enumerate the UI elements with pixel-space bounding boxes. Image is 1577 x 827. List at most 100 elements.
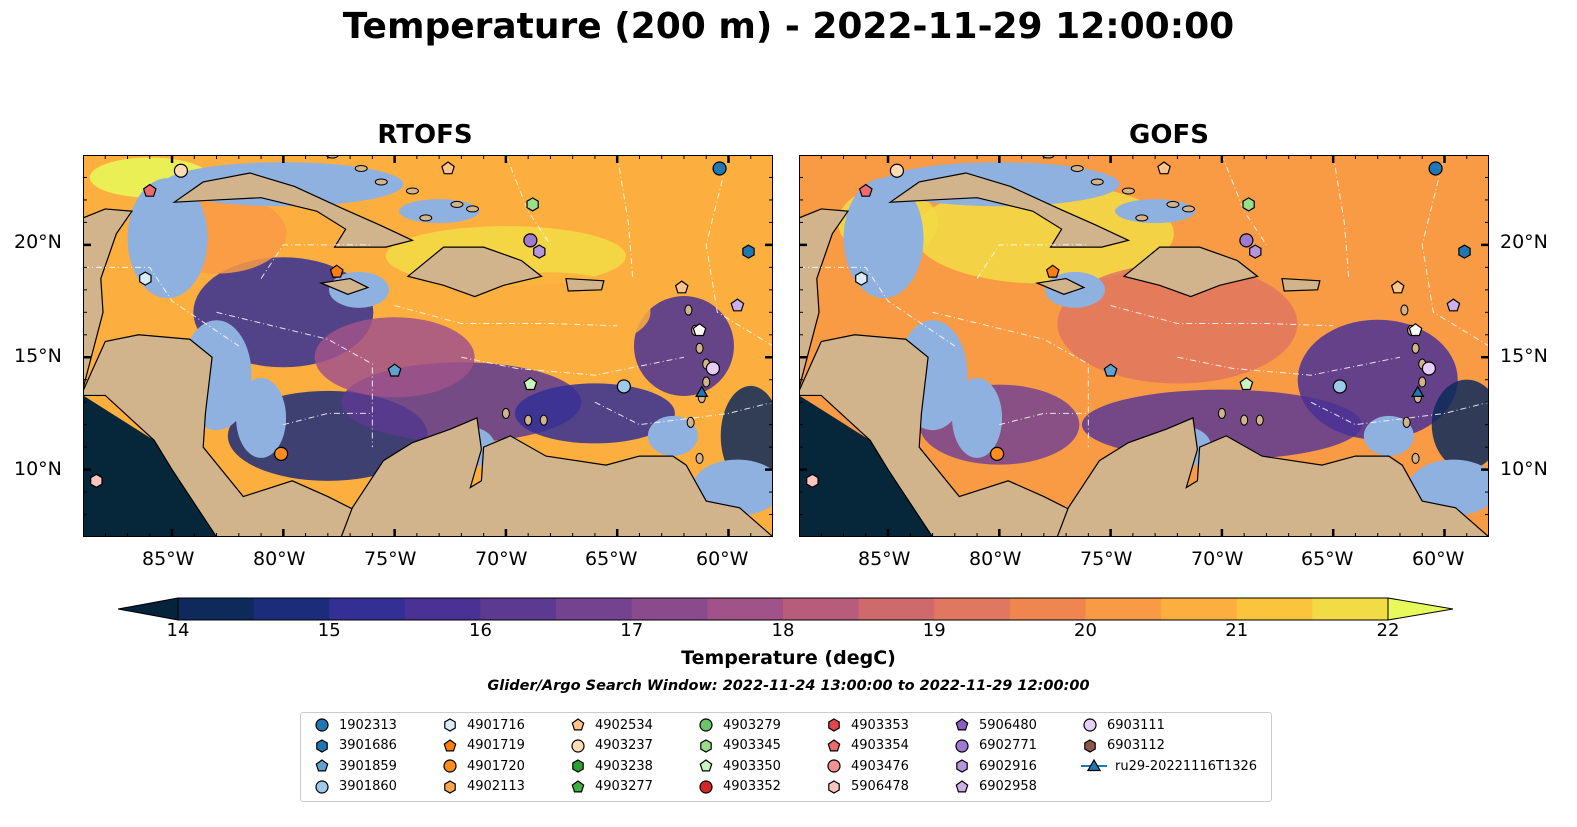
lon-label-85-left: 85°W bbox=[142, 548, 195, 570]
lon-label-65-right: 65°W bbox=[1301, 548, 1354, 570]
float-marker-10 bbox=[1390, 280, 1405, 294]
panel-title-gofs: GOFS bbox=[1129, 120, 1209, 150]
legend-marker-icon bbox=[828, 718, 840, 732]
float-marker-18 bbox=[989, 446, 1005, 461]
eez-boundary-2 bbox=[1110, 305, 1334, 327]
legend-marker-icon bbox=[315, 779, 329, 794]
search-window-text: Glider/Argo Search Window: 2022-11-24 13… bbox=[487, 678, 1090, 694]
legend-item: 6902771 bbox=[953, 736, 1037, 756]
legend-marker-icon bbox=[700, 738, 712, 753]
legend-label: 5906480 bbox=[979, 717, 1037, 733]
legend-marker-icon bbox=[315, 718, 329, 732]
legend-label: ru29-20221116T1326 bbox=[1115, 758, 1258, 774]
colorbar-bin-13 bbox=[1161, 598, 1238, 620]
puerto-rico-land bbox=[565, 277, 605, 292]
colorbar-bin-8 bbox=[783, 598, 860, 620]
temperature-colorbar bbox=[118, 597, 1453, 621]
legend-label: 3901860 bbox=[339, 779, 397, 794]
colorbar-bin-2 bbox=[329, 598, 406, 620]
float-marker-17 bbox=[695, 385, 709, 397]
legend-marker-icon bbox=[571, 738, 585, 753]
colorbar-tick-label: 18 bbox=[771, 620, 795, 641]
legend-marker-icon bbox=[828, 779, 840, 794]
lat-label-15-right: 15°N bbox=[1500, 345, 1548, 367]
float-marker-15 bbox=[1239, 376, 1254, 391]
legend-item: 4903476 bbox=[825, 756, 909, 776]
lon-label-75-left: 75°W bbox=[364, 548, 417, 570]
jamaica-land bbox=[318, 277, 370, 295]
legend-marker-icon bbox=[699, 718, 713, 732]
float-marker-9 bbox=[1045, 264, 1060, 278]
legend-label: 4903277 bbox=[595, 779, 653, 794]
float-marker-15 bbox=[523, 376, 538, 391]
legend-item: ru29-20221116T1326 bbox=[1081, 756, 1257, 776]
legend-marker-icon bbox=[316, 738, 328, 753]
lon-label-75-right: 75°W bbox=[1080, 548, 1133, 570]
colorbar-tick-label: 22 bbox=[1376, 620, 1400, 641]
float-marker-3 bbox=[142, 183, 157, 197]
legend-marker-icon bbox=[699, 759, 713, 772]
float-marker-11 bbox=[730, 298, 745, 312]
colorbar-tick-label: 16 bbox=[469, 620, 492, 641]
legend-item: 4903345 bbox=[697, 736, 781, 756]
legend-item: 4901716 bbox=[441, 715, 525, 735]
float-marker-16 bbox=[616, 379, 631, 394]
eez-boundary-5 bbox=[260, 244, 373, 279]
eez-boundary-8 bbox=[594, 401, 773, 426]
legend-item: 5906480 bbox=[953, 715, 1037, 735]
legend-item: 4903279 bbox=[697, 715, 781, 735]
colorbar-bin-7 bbox=[707, 598, 784, 620]
legend-item: 4903237 bbox=[569, 736, 653, 756]
legend-marker-icon bbox=[699, 779, 713, 794]
legend-label: 4903352 bbox=[723, 779, 781, 794]
colorbar-bin-9 bbox=[858, 598, 935, 620]
colorbar-bin-4 bbox=[480, 598, 557, 620]
eez-boundary-9 bbox=[999, 412, 1089, 426]
float-marker-1 bbox=[441, 161, 455, 175]
legend-label: 4902113 bbox=[467, 779, 525, 794]
float-marker-2 bbox=[712, 161, 727, 176]
legend-item: 4903354 bbox=[825, 736, 909, 756]
colorbar-extend-min bbox=[118, 597, 179, 621]
legend-marker-icon bbox=[1084, 738, 1096, 753]
float-marker-10 bbox=[674, 280, 689, 294]
float-marker-0 bbox=[173, 163, 189, 178]
legend-label: 6903111 bbox=[1107, 717, 1165, 733]
south-america-land bbox=[340, 417, 773, 537]
legend-item: 4903238 bbox=[569, 756, 653, 776]
lon-label-80-left: 80°W bbox=[253, 548, 306, 570]
south-america-land bbox=[1056, 417, 1489, 537]
central-america-land bbox=[799, 155, 1072, 537]
legend-label: 6902916 bbox=[979, 758, 1037, 774]
legend-item: 4902534 bbox=[569, 715, 653, 735]
legend-label: 1902313 bbox=[339, 717, 397, 733]
lon-label-60-right: 60°W bbox=[1412, 548, 1465, 570]
legend-marker-icon bbox=[443, 738, 457, 751]
lon-label-60-left: 60°W bbox=[696, 548, 749, 570]
lon-label-65-left: 65°W bbox=[585, 548, 638, 570]
eez-boundary-2 bbox=[394, 305, 618, 327]
legend-item: 6903112 bbox=[1081, 736, 1165, 756]
float-marker-19 bbox=[90, 473, 103, 488]
colorbar-tick-label: 21 bbox=[1225, 620, 1249, 641]
colorbar-bin-15 bbox=[1312, 598, 1389, 620]
float-marker-14 bbox=[705, 361, 721, 376]
lon-label-80-right: 80°W bbox=[969, 548, 1022, 570]
legend-item: 5906478 bbox=[825, 777, 909, 797]
legend-item: 1902313 bbox=[313, 715, 397, 735]
eez-boundary-3 bbox=[505, 155, 551, 246]
float-marker-11 bbox=[1446, 298, 1461, 312]
figure-title: Temperature (200 m) - 2022-11-29 12:00:0… bbox=[342, 6, 1235, 47]
legend-item: 6902916 bbox=[953, 756, 1037, 776]
colorbar-tick-label: 19 bbox=[922, 620, 946, 641]
float-legend: 1902313 3901686 3901859 3901860 4901716 49017… bbox=[300, 712, 1272, 802]
legend-item: 6902958 bbox=[953, 777, 1037, 797]
legend-label: 4903476 bbox=[851, 758, 909, 774]
float-marker-1 bbox=[1157, 161, 1171, 175]
float-marker-12 bbox=[692, 323, 707, 337]
eez-boundary-7 bbox=[705, 155, 773, 347]
colorbar-tick-label: 17 bbox=[620, 620, 644, 641]
legend-item: 4901720 bbox=[441, 756, 525, 776]
colorbar-tick-label: 20 bbox=[1074, 620, 1097, 641]
legend-item: 3901859 bbox=[313, 756, 397, 776]
